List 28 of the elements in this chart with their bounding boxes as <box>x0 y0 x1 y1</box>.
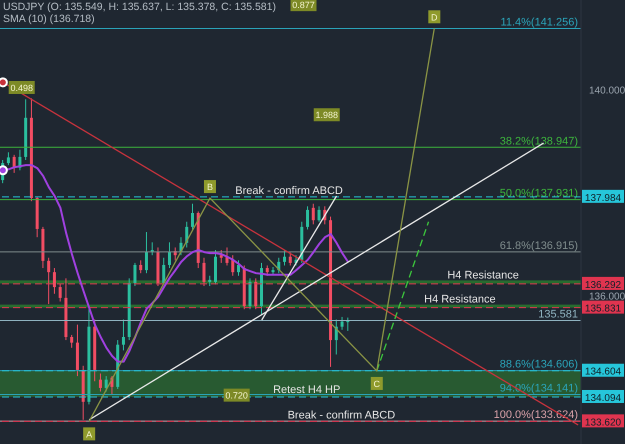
y-tick-label: 140.000 <box>589 86 625 97</box>
annotation: 0.877 <box>292 0 315 10</box>
ref-line-label: 61.8%(136.915) <box>500 240 578 252</box>
band-label: H4 Resistance <box>447 269 519 282</box>
ref-line-label: 11.4%(141.256) <box>500 16 578 28</box>
ref-line-label: 134.604 <box>584 366 622 378</box>
ref-line-label: 88.6%(134.606) <box>500 358 578 371</box>
annotation: 1.988 <box>315 110 338 120</box>
ref-line-label: 135.831 <box>584 304 622 315</box>
annotation: 0.498 <box>10 82 33 93</box>
data-label: A <box>86 429 92 440</box>
ref-line-label: 38.2%(138.947) <box>500 135 578 148</box>
ref-line-label: 134.094 <box>584 392 622 404</box>
band-label: H4 Resistance <box>424 294 496 306</box>
data-label: B <box>206 182 213 192</box>
band-label: Retest H4 HP <box>273 384 340 396</box>
ref-line-label: 136.292 <box>584 280 622 291</box>
annotation: Break - confirm ABCD <box>288 409 396 422</box>
ref-line-label: 133.620 <box>584 417 622 428</box>
ref-line-label: 135.581 <box>538 308 578 320</box>
ref-line-label: 137.984 <box>584 192 622 204</box>
y-tick-label: 136.000 <box>589 291 625 302</box>
annotation: 0.720 <box>225 390 248 401</box>
chart-title: USDJPY (O: 135.549, H: 135.637, L: 135.378, C: 135.581) <box>3 1 276 13</box>
data-label: C <box>374 378 381 389</box>
annotation: Break - confirm ABCD <box>235 185 343 198</box>
text: SMA (10) (136.718) <box>3 13 96 25</box>
data-label: D <box>431 12 438 22</box>
